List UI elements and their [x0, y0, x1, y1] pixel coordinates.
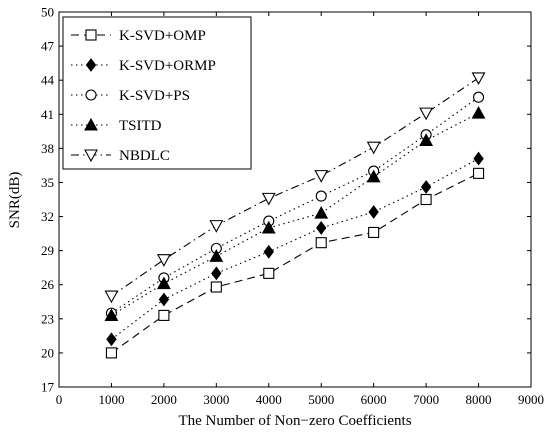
series-line-4 — [111, 77, 479, 297]
series-2-point-4 — [315, 190, 327, 202]
series-0-point-2 — [210, 281, 222, 293]
y-tick-label-1: 20 — [41, 345, 54, 360]
series-0-point-5 — [368, 226, 380, 239]
series-3-point-0 — [104, 308, 119, 321]
series-line-3 — [111, 112, 479, 316]
y-tick-label-0: 17 — [41, 380, 55, 395]
x-tick-label-8: 8000 — [466, 392, 492, 407]
series-1-point-1 — [158, 292, 170, 307]
x-tick-label-3: 3000 — [203, 392, 229, 407]
y-tick-label-5: 32 — [41, 209, 54, 224]
series-4-point-7 — [471, 72, 486, 86]
legend-entry-3: TSITD — [71, 117, 162, 134]
series-0-point-6 — [420, 193, 432, 206]
x-tick-label-7: 7000 — [413, 392, 439, 407]
legend-marker-1 — [85, 58, 97, 72]
y-tick-label-7: 38 — [41, 141, 54, 156]
series-1-point-4 — [316, 220, 327, 235]
series-1-point-5 — [368, 205, 379, 219]
series-3-point-5 — [366, 169, 381, 183]
y-tick-label-3: 26 — [41, 277, 55, 292]
legend-label-2: K-SVD+PS — [119, 88, 190, 104]
y-tick-label-2: 23 — [41, 311, 54, 326]
legend-marker-4 — [84, 149, 98, 163]
x-tick-label-1: 1000 — [98, 392, 124, 407]
series-0-point-0 — [105, 347, 117, 359]
axes: 0 1000 2000 3000 4000 5000 6000 7000 8000 9000 17 2… — [41, 5, 544, 408]
series-1-point-3 — [263, 244, 274, 259]
legend: K-SVD+OMP K-SVD+ORMP K-SVD+PS TSITD NBDLC — [62, 16, 252, 170]
series-2-point-7 — [473, 91, 485, 103]
y-tick-label-8: 41 — [41, 107, 54, 122]
series-4 — [104, 72, 486, 304]
series-0-point-4 — [315, 237, 327, 249]
legend-label-1: K-SVD+ORMP — [119, 58, 216, 74]
series-3-point-6 — [419, 133, 434, 146]
series-1-point-6 — [420, 180, 432, 194]
series-1-point-7 — [473, 151, 484, 166]
legend-label-3: TSITD — [119, 118, 162, 134]
series-3-point-4 — [314, 205, 329, 219]
y-axis-label: SNR(dB) — [7, 172, 23, 229]
series-1-point-2 — [211, 266, 222, 281]
y-tick-label-10: 47 — [41, 39, 55, 54]
x-tick-label-5: 5000 — [308, 392, 334, 407]
legend-entry-2: K-SVD+PS — [71, 88, 190, 104]
x-tick-label-2: 2000 — [151, 392, 177, 407]
y-tick-label-4: 29 — [41, 243, 54, 258]
legend-entry-4: NBDLC — [71, 148, 170, 164]
series-3 — [104, 105, 486, 321]
x-tick-label-4: 4000 — [256, 392, 282, 407]
legend-label-0: K-SVD+OMP — [119, 28, 206, 44]
x-tick-label-9: 9000 — [518, 392, 544, 407]
x-tick-label-6: 6000 — [361, 392, 387, 407]
series-4-point-0 — [104, 290, 119, 304]
x-axis-label: The Number of Non−zero Coefficients — [178, 413, 411, 429]
series-3-point-7 — [471, 105, 486, 119]
legend-entry-0: K-SVD+OMP — [71, 28, 206, 44]
series-3-point-1 — [156, 276, 171, 290]
series-1 — [106, 151, 484, 347]
series-4-point-2 — [209, 220, 224, 233]
series-4-point-5 — [366, 141, 381, 155]
series-4-point-6 — [419, 107, 434, 121]
series-layer — [104, 72, 486, 359]
legend-marker-2 — [85, 89, 97, 101]
series-1-point-0 — [106, 332, 117, 347]
y-tick-label-9: 44 — [41, 73, 55, 88]
x-tick-label-0: 0 — [56, 392, 63, 407]
series-0-point-3 — [263, 267, 275, 279]
series-0-point-1 — [158, 309, 170, 321]
series-line-1 — [111, 158, 479, 340]
legend-label-4: NBDLC — [119, 148, 170, 164]
series-3-point-3 — [261, 220, 276, 234]
series-line-0 — [111, 172, 479, 354]
series-3-point-2 — [209, 249, 224, 262]
series-4-point-3 — [261, 192, 276, 206]
series-0 — [105, 167, 485, 359]
series-0-point-7 — [473, 167, 485, 179]
legend-marker-3 — [84, 117, 98, 131]
legend-entry-1: K-SVD+ORMP — [71, 58, 216, 74]
y-tick-label-6: 35 — [41, 175, 54, 190]
series-4-point-4 — [314, 170, 329, 183]
series-4-point-1 — [156, 254, 171, 267]
legend-marker-0 — [85, 29, 97, 41]
y-tick-label-11: 50 — [41, 5, 54, 20]
